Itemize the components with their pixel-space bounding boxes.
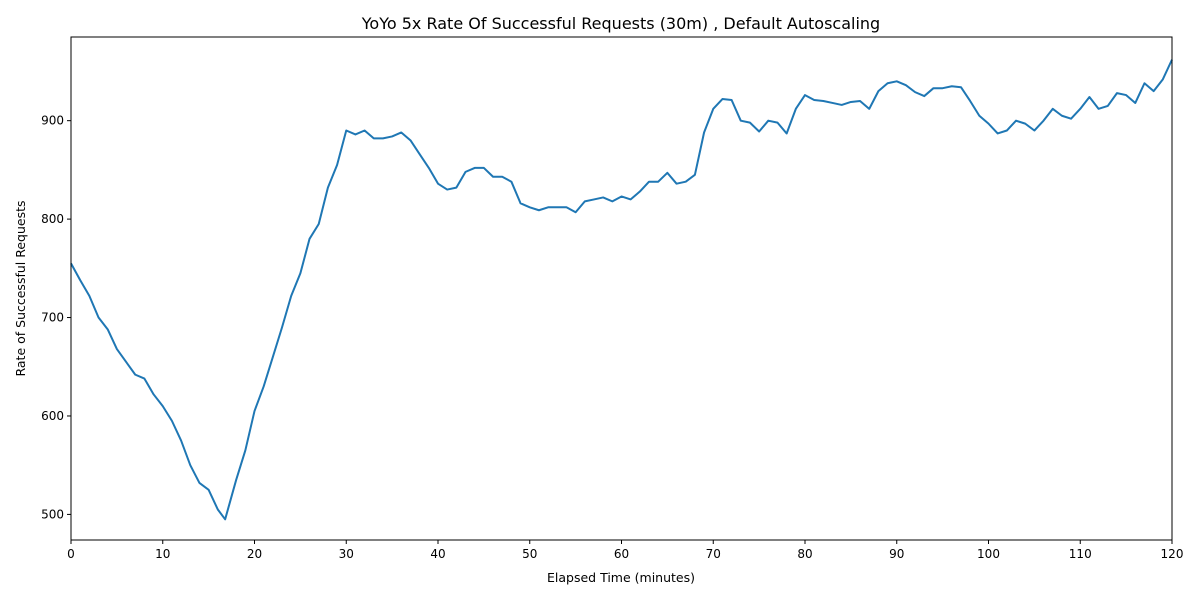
y-tick-label: 900	[41, 114, 64, 128]
x-tick-label: 110	[1069, 547, 1092, 561]
x-tick-label: 120	[1161, 547, 1184, 561]
x-axis: 0 10 20 30 40 50 60 70 80 90 100 110 120	[67, 540, 1183, 561]
x-tick-label: 10	[155, 547, 170, 561]
x-tick-label: 90	[889, 547, 904, 561]
x-tick-label: 100	[977, 547, 1000, 561]
x-tick-label: 80	[797, 547, 812, 561]
y-tick-label: 500	[41, 507, 64, 521]
y-axis-label: Rate of Successful Requests	[13, 200, 28, 376]
y-tick-label: 600	[41, 409, 64, 423]
x-tick-label: 20	[247, 547, 262, 561]
x-tick-label: 30	[339, 547, 354, 561]
y-tick-label: 700	[41, 311, 64, 325]
x-tick-label: 50	[522, 547, 537, 561]
x-tick-label: 70	[706, 547, 721, 561]
x-tick-label: 0	[67, 547, 75, 561]
plot-area	[70, 59, 1173, 521]
x-axis-label: Elapsed Time (minutes)	[547, 570, 695, 585]
series-line	[70, 59, 1173, 521]
x-tick-label: 60	[614, 547, 629, 561]
plot-frame	[70, 36, 1173, 541]
x-tick-label: 40	[430, 547, 445, 561]
y-tick-label: 800	[41, 212, 64, 226]
y-axis: 500 600 700 800 900	[41, 114, 71, 521]
chart-title: YoYo 5x Rate Of Successful Requests (30m…	[361, 14, 880, 33]
